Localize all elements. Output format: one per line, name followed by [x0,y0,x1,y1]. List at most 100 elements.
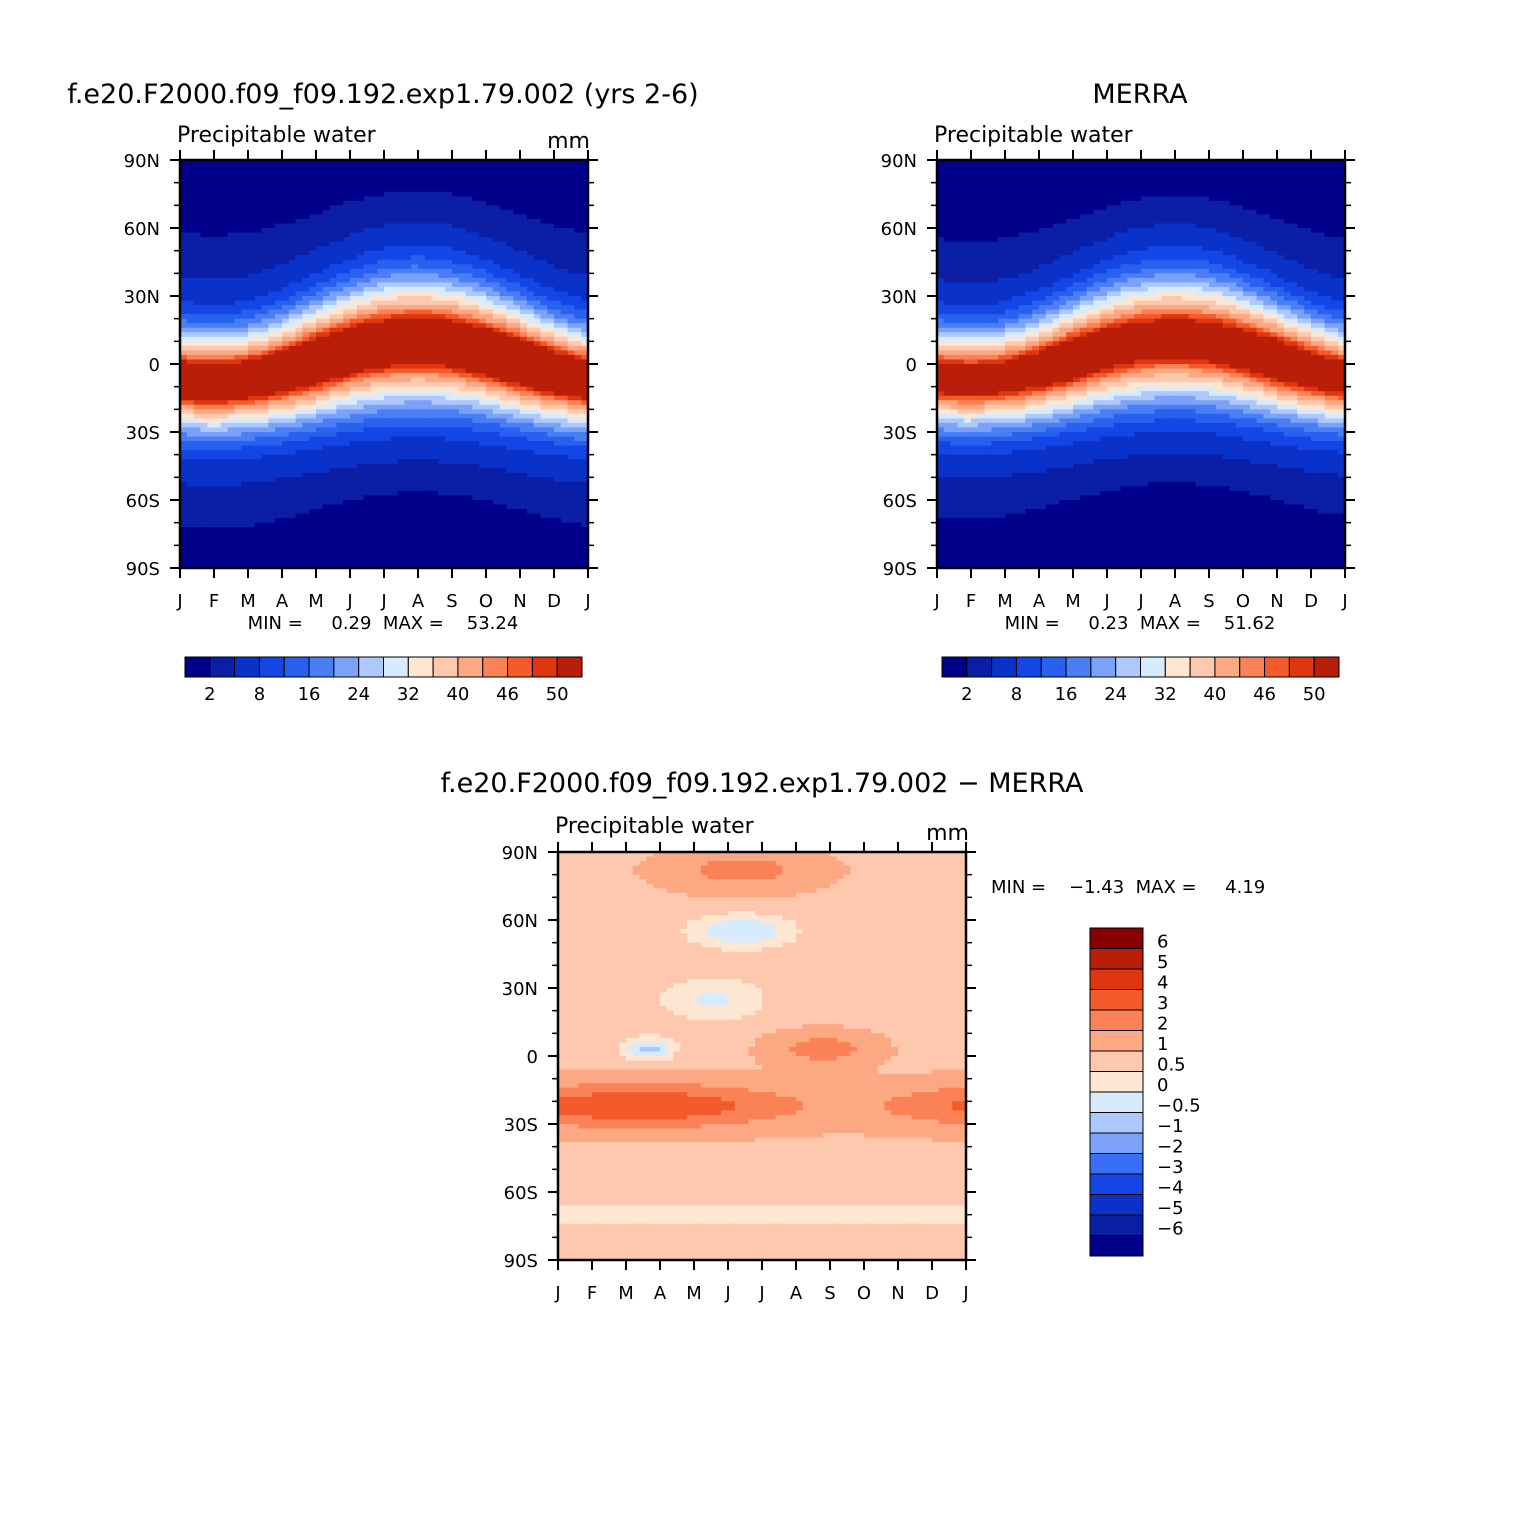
field-cell [384,454,392,460]
field-cell [227,228,235,234]
field-cell [486,178,494,184]
field-cell [275,477,283,483]
field-cell [418,527,426,533]
field-cell [377,237,385,243]
field-cell [458,305,467,311]
field-cell [486,323,494,329]
panel-model-title: f.e20.F2000.f09_f09.192.exp1.79.002 (yrs… [67,79,698,110]
field-cell [520,400,528,406]
field-cell [322,286,331,293]
field-cell [343,432,351,438]
field-cell [540,368,548,374]
field-cell [186,459,195,465]
field-cell [329,341,337,347]
field-cell [438,332,446,338]
field-cell [526,305,535,311]
field-cell [336,327,344,333]
field-cell [316,173,324,179]
field-cell [513,291,521,297]
field-cell [540,241,548,247]
field-cell [322,454,331,460]
field-cell [533,445,541,451]
field-cell [180,490,188,497]
field-cell [581,300,589,306]
field-cell [227,400,235,406]
field-cell [520,468,528,474]
field-cell [418,486,426,492]
field-cell [295,391,303,397]
field-cell [288,268,297,274]
field-cell [418,214,426,220]
field-cell [486,463,494,469]
field-cell [282,386,290,392]
field-cell [411,200,419,206]
field-cell [533,500,541,506]
field-cell [309,246,317,252]
field-cell [356,459,365,465]
field-cell [404,318,412,324]
field-cell [329,395,337,401]
field-cell [499,214,507,220]
field-cell [227,232,235,238]
field-cell [261,454,269,460]
field-cell [186,400,195,406]
field-cell [526,504,535,510]
field-cell [424,441,433,447]
field-cell [465,237,473,243]
field-cell [526,164,535,170]
field-cell [261,223,269,229]
field-cell [390,318,399,324]
field-cell [533,327,541,333]
field-cell [418,495,426,501]
field-cell [350,468,358,474]
field-cell [227,536,235,542]
field-cell [356,173,365,179]
field-cell [574,296,582,302]
field-cell [438,422,446,429]
field-cell [193,495,201,501]
field-cell [458,432,467,438]
field-cell [540,246,548,252]
field-cell [384,218,392,225]
field-cell [397,400,405,406]
field-cell [309,454,317,460]
field-cell [418,509,426,515]
field-cell [560,209,569,215]
field-cell [513,359,521,365]
field-cell [465,160,473,166]
field-cell [533,450,541,456]
field-cell [363,173,371,179]
field-cell [288,232,297,238]
field-cell [492,268,501,274]
field-cell [418,432,426,438]
field-cell [254,500,263,506]
field-cell [180,391,188,397]
field-cell [520,413,528,419]
field-cell [288,196,297,202]
field-cell [458,327,467,333]
field-cell [295,223,303,229]
field-cell [574,436,582,442]
field-cell [220,436,229,442]
field-cell [540,169,548,175]
field-cell [295,522,303,528]
field-cell [295,282,303,288]
field-cell [350,481,358,487]
field-cell [207,273,215,279]
field-cell [309,386,317,392]
field-cell [492,432,501,438]
field-cell [227,196,235,202]
field-cell [526,323,535,329]
field-cell [547,259,555,265]
field-cell [526,286,535,293]
field-cell [295,277,303,283]
field-cell [445,436,453,442]
field-cell [540,196,548,202]
field-cell [581,277,589,283]
field-cell [486,309,494,315]
field-cell [431,214,439,220]
field-cell [424,350,433,356]
field-cell [227,336,235,342]
field-cell [418,427,426,433]
field-cell [234,205,242,211]
